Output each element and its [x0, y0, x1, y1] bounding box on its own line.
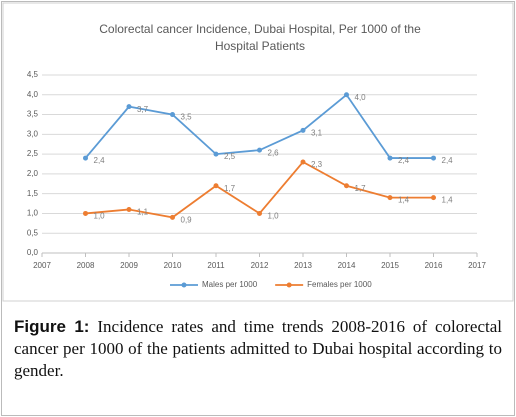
y-tick-label: 0,5 — [27, 228, 39, 237]
legend-marker — [286, 282, 292, 288]
y-tick-label: 2,0 — [27, 169, 39, 178]
point — [344, 92, 349, 98]
data-label: 2,5 — [224, 152, 236, 161]
data-label: 1,1 — [137, 208, 149, 217]
data-label: 0,9 — [181, 216, 193, 225]
point — [257, 147, 262, 153]
legend-marker — [181, 282, 187, 288]
x-tick-label: 2014 — [338, 261, 356, 270]
point — [300, 159, 306, 165]
data-label: 3,5 — [181, 113, 193, 122]
data-label: 2,4 — [398, 156, 410, 165]
data-label: 3,7 — [137, 105, 149, 114]
point — [387, 155, 393, 161]
point — [170, 112, 175, 118]
x-tick-label: 2011 — [207, 261, 225, 270]
point — [300, 127, 306, 133]
chart-border — [2, 2, 514, 302]
x-tick-label: 2013 — [294, 261, 312, 270]
caption: Figure 1: Incidence rates and time trend… — [14, 316, 502, 382]
point — [126, 206, 132, 212]
point — [431, 155, 436, 161]
caption-label: Figure 1: — [14, 317, 90, 336]
data-label: 1,0 — [94, 212, 106, 221]
y-tick-label: 3,5 — [27, 110, 39, 119]
point — [257, 210, 262, 216]
x-tick-label: 2016 — [425, 261, 443, 270]
x-tick-label: 2007 — [33, 261, 51, 270]
data-label: 2,3 — [311, 160, 323, 169]
chart-title: Hospital Patients — [215, 39, 305, 53]
point — [431, 195, 436, 201]
caption-text: Incidence rates and time trends 2008-201… — [14, 317, 502, 380]
point — [83, 155, 88, 161]
data-label: 2,4 — [442, 156, 454, 165]
y-tick-label: 1,5 — [27, 189, 39, 198]
y-tick-label: 4,0 — [27, 90, 39, 99]
chart: Colorectal cancer Incidence, Dubai Hospi… — [2, 2, 514, 302]
point — [170, 214, 175, 220]
point — [387, 195, 393, 201]
data-label: 1,4 — [398, 196, 410, 205]
point — [213, 183, 219, 189]
x-tick-label: 2009 — [120, 261, 138, 270]
x-tick-label: 2010 — [164, 261, 182, 270]
data-label: 2,4 — [94, 156, 106, 165]
point — [213, 151, 219, 157]
data-label: 1,7 — [224, 184, 236, 193]
legend-label: Males per 1000 — [202, 280, 258, 289]
data-label: 1,4 — [442, 196, 454, 205]
x-tick-label: 2015 — [381, 261, 399, 270]
legend-label: Females per 1000 — [307, 280, 372, 289]
point — [83, 210, 88, 216]
data-label: 2,6 — [268, 148, 280, 157]
data-label: 4,0 — [355, 93, 367, 102]
y-tick-label: 1,0 — [27, 209, 39, 218]
data-label: 3,1 — [311, 128, 323, 137]
x-tick-label: 2008 — [77, 261, 95, 270]
data-label: 1,7 — [355, 184, 367, 193]
x-tick-label: 2012 — [251, 261, 269, 270]
y-tick-label: 4,5 — [27, 70, 39, 79]
y-tick-label: 0,0 — [27, 248, 39, 257]
y-tick-label: 3,0 — [27, 129, 39, 138]
chart-title: Colorectal cancer Incidence, Dubai Hospi… — [99, 22, 421, 36]
x-tick-label: 2017 — [468, 261, 486, 270]
point — [126, 104, 132, 110]
y-tick-label: 2,5 — [27, 149, 39, 158]
data-label: 1,0 — [268, 212, 280, 221]
point — [344, 183, 349, 189]
